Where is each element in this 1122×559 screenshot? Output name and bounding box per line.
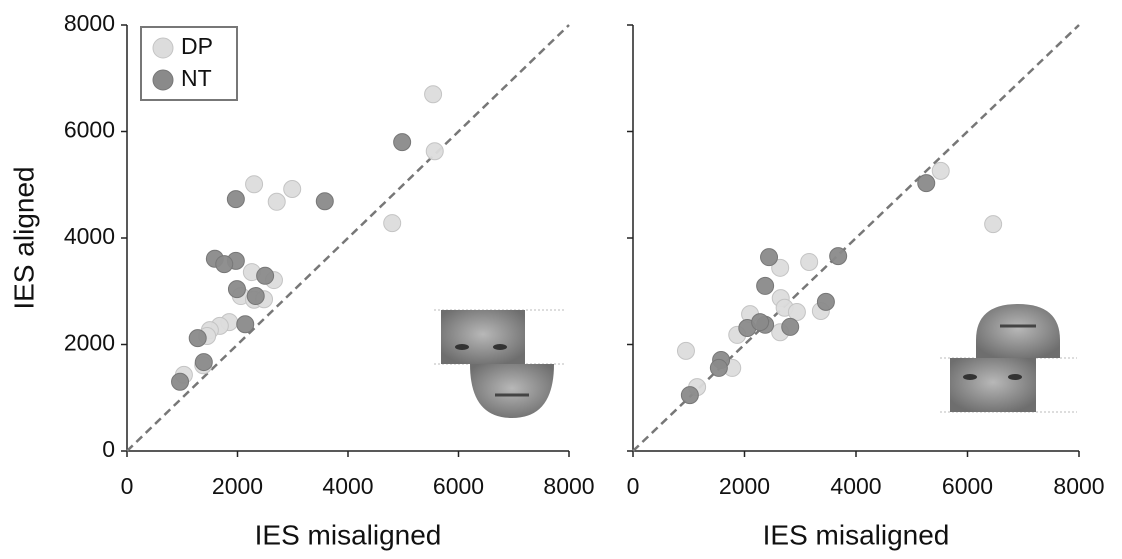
x-tick-label: 2000 (212, 473, 263, 499)
x-tick-label: 6000 (433, 473, 484, 499)
face-illustration (434, 309, 566, 418)
x-tick-label: 2000 (719, 473, 770, 499)
point (800, 252, 819, 271)
point (256, 266, 275, 285)
point (215, 255, 234, 274)
point (245, 175, 264, 194)
point (709, 358, 728, 377)
x-tick-label: 8000 (543, 473, 594, 499)
point (676, 341, 695, 360)
point (751, 313, 770, 332)
point (383, 214, 402, 233)
point (931, 161, 950, 180)
point (283, 180, 302, 199)
legend-label: NT (181, 65, 212, 91)
y-tick-label: 4000 (64, 223, 115, 249)
identity-line (126, 24, 570, 452)
y-tick-label: 6000 (64, 117, 115, 143)
point (393, 133, 412, 152)
point (917, 174, 936, 193)
x-tick-label: 4000 (322, 473, 373, 499)
x-tick-label: 8000 (1053, 473, 1104, 499)
point (771, 258, 790, 277)
legend-marker (152, 69, 174, 91)
point (760, 248, 779, 267)
point (246, 287, 265, 306)
point (781, 317, 800, 336)
x-axis-label: IES misaligned (763, 519, 950, 550)
point (188, 329, 207, 348)
point (425, 142, 444, 161)
legend-marker (152, 37, 174, 59)
point (756, 276, 775, 295)
point (171, 372, 190, 391)
point (227, 280, 246, 299)
x-axis-label: IES misaligned (255, 519, 442, 550)
x-tick-label: 0 (121, 473, 134, 499)
point (829, 247, 848, 266)
y-tick-label: 0 (102, 436, 115, 462)
face-illustration (940, 304, 1077, 413)
point (680, 386, 699, 405)
identity-line (632, 24, 1080, 452)
x-tick-label: 6000 (942, 473, 993, 499)
y-tick-label: 2000 (64, 330, 115, 356)
legend-label: DP (181, 33, 213, 59)
y-axis-label: IES aligned (8, 166, 39, 309)
point (194, 353, 213, 372)
x-tick-label: 0 (627, 473, 640, 499)
x-tick-label: 4000 (830, 473, 881, 499)
point (984, 215, 1003, 234)
point (787, 303, 806, 322)
point (236, 315, 255, 334)
point (315, 192, 334, 211)
point (226, 190, 245, 209)
point (267, 192, 286, 211)
y-tick-label: 8000 (64, 10, 115, 36)
point (424, 85, 443, 104)
point (816, 292, 835, 311)
